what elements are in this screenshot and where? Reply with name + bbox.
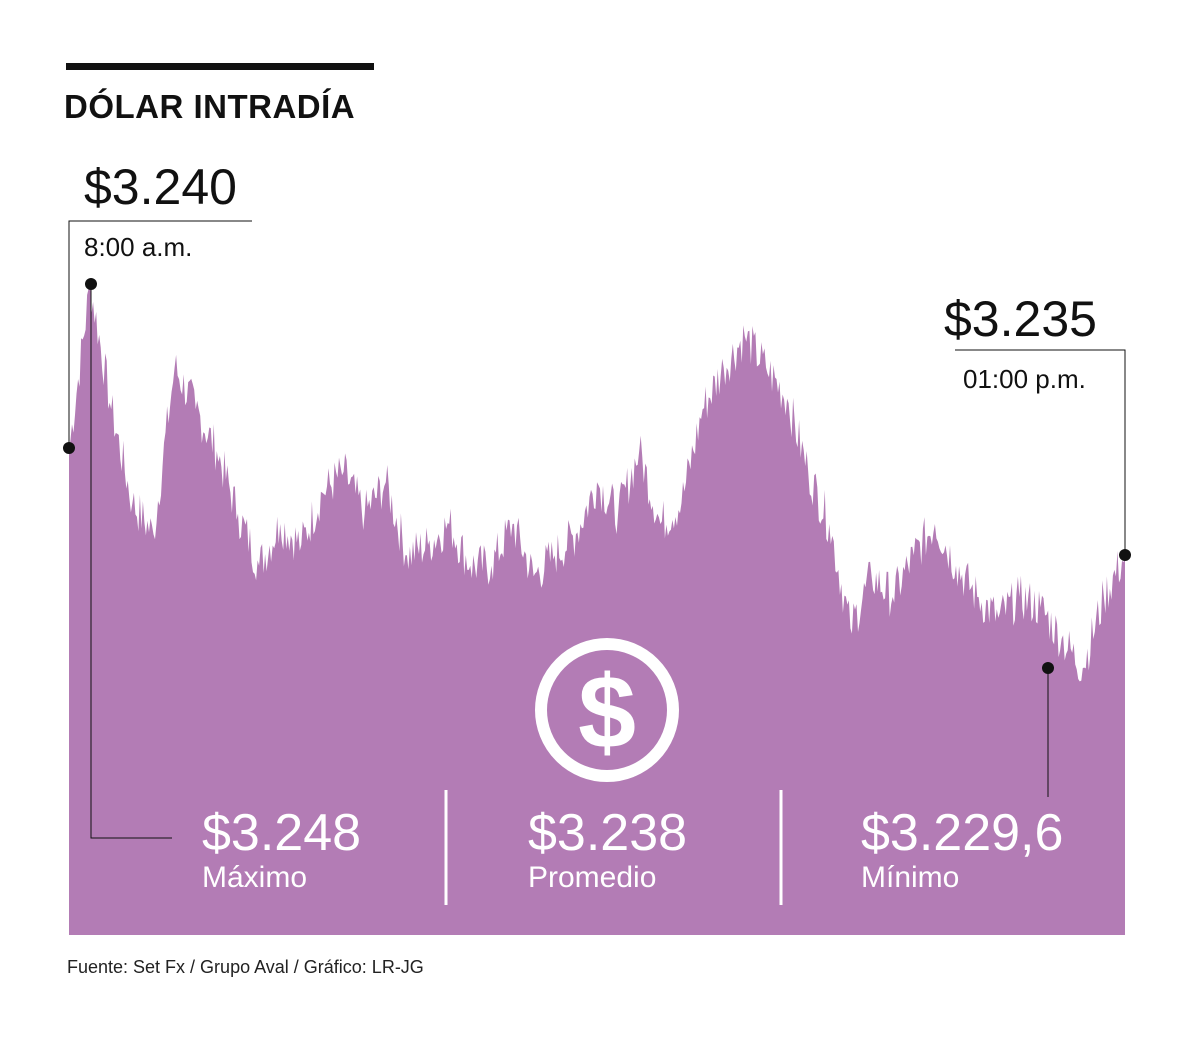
close-point-marker [1119, 549, 1131, 561]
close-price-label: $3.235 [944, 291, 1097, 347]
svg-text:$: $ [578, 655, 636, 771]
open-leader-line [68, 220, 252, 448]
max-leader-line [90, 284, 172, 839]
min-value: $3.229,6 [861, 804, 1064, 862]
source-note: Fuente: Set Fx / Grupo Aval / Gráfico: L… [67, 957, 424, 977]
max-value: $3.248 [202, 804, 362, 862]
dollar-coin-icon: $ [535, 638, 679, 782]
title-rule [66, 63, 374, 70]
price-area [69, 284, 1125, 935]
open-price-label: $3.240 [84, 159, 237, 215]
min-point-marker [1042, 662, 1054, 674]
avg-label: Promedio [528, 861, 657, 894]
avg-value: $3.238 [528, 804, 688, 862]
open-point-marker [63, 442, 75, 454]
max-label: Máximo [202, 861, 308, 894]
chart-title: DÓLAR INTRADÍA [64, 88, 356, 125]
max-point-marker [85, 278, 97, 290]
open-time-label: 8:00 a.m. [84, 232, 193, 262]
leader-lines [68, 220, 1126, 839]
min-label: Mínimo [861, 861, 960, 894]
close-leader-line [955, 349, 1126, 555]
close-time-label: 01:00 p.m. [963, 364, 1086, 394]
